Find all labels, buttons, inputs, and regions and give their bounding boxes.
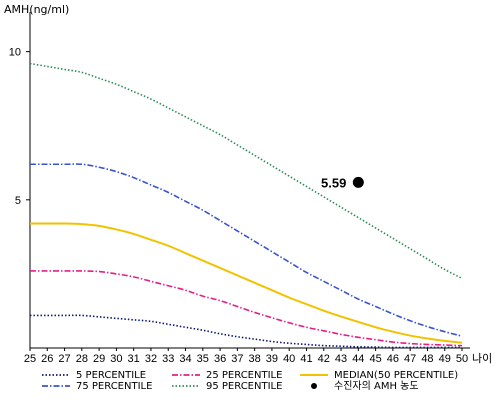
y-tick-label: 5 — [15, 195, 21, 207]
x-tick-label: 35 — [197, 353, 209, 365]
x-tick-label: 40 — [283, 353, 295, 365]
x-tick-label: 28 — [76, 353, 88, 365]
x-tick-label: 29 — [93, 353, 105, 365]
x-tick-label: 38 — [249, 353, 261, 365]
x-tick-label: 36 — [214, 353, 226, 365]
series-line-95-percentile — [29, 62, 463, 280]
x-tick-label: 30 — [110, 353, 122, 365]
y-axis-label: AMH(ng/ml) — [4, 3, 69, 16]
x-tick-label: 42 — [318, 353, 330, 365]
x-tick-label: 33 — [162, 353, 174, 365]
legend-label: 5 PERCENTILE — [76, 370, 146, 381]
legend: 5 PERCENTILE 25 PERCENTILE MEDIAN(50 PERCE… — [42, 370, 458, 392]
x-tick-label: 34 — [179, 353, 191, 365]
x-tick-label: 50 — [456, 353, 468, 365]
series-layer — [29, 62, 463, 349]
x-tick-label: 45 — [369, 353, 381, 365]
patient-amh-value-label: 5.59 — [321, 175, 346, 190]
legend-label: 수진자의 AMH 농도 — [334, 380, 419, 392]
x-tick-label: 32 — [145, 353, 157, 365]
y-tick-label: 10 — [9, 47, 21, 59]
legend-swatch-point — [311, 383, 317, 389]
points-layer: 5.59 — [321, 175, 364, 190]
x-tick-label: 44 — [352, 353, 364, 365]
patient-amh-point — [352, 176, 364, 188]
x-axis-label: 나이 — [472, 352, 492, 365]
series-line-75-percentile — [30, 163, 463, 337]
legend-label: 75 PERCENTILE — [76, 381, 152, 392]
x-tick-label: 46 — [387, 353, 399, 365]
x-tick-label: 39 — [266, 353, 278, 365]
x-tick-label: 43 — [335, 353, 347, 365]
x-tick-label: 37 — [231, 353, 243, 365]
axes: AMH(ng/ml) 5 10 25 26 27 28 29 30 31 32 33 34 35 36 37 3… — [4, 3, 492, 365]
x-tick-label: 26 — [41, 353, 53, 365]
series-line-25-percentile — [29, 270, 463, 347]
series-line-5-percentile — [29, 314, 462, 349]
x-tick-label: 31 — [128, 353, 140, 365]
x-tick-label: 41 — [300, 353, 312, 365]
legend-label: 25 PERCENTILE — [206, 370, 282, 381]
x-tick-label: 49 — [439, 353, 451, 365]
series-line-median-50-percentile — [29, 222, 463, 344]
x-tick-label: 48 — [421, 353, 433, 365]
x-tick-label: 47 — [404, 353, 416, 365]
x-tick-label: 25 — [24, 353, 36, 365]
x-tick-label: 27 — [58, 353, 70, 365]
legend-label: MEDIAN(50 PERCENTILE) — [334, 370, 458, 381]
legend-label: 95 PERCENTILE — [206, 381, 282, 392]
